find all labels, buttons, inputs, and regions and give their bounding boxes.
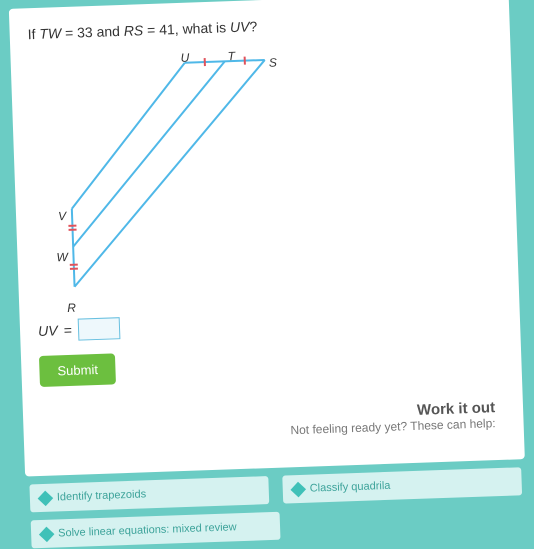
vertex-label-T: T [227,49,235,63]
submit-button[interactable]: Submit [39,353,117,387]
answer-eq: = [63,322,72,338]
q-target: UV [230,18,250,35]
q-rs-var: RS [123,22,143,39]
diamond-icon [38,490,54,506]
q-rs-val: 41 [159,21,175,38]
vertex-label-R: R [67,301,76,315]
q-suffix: , what is [174,19,230,37]
vertex-label-V: V [58,209,66,223]
help-chip-identify-trapezoids[interactable]: Identify trapezoids [29,476,269,512]
answer-row: UV = [38,304,502,342]
diamond-icon [290,481,306,497]
vertex-label-S: S [269,56,277,70]
help-chip-solve-linear[interactable]: Solve linear equations: mixed review [31,512,281,549]
q-tw-val: 33 [77,24,93,41]
diamond-icon [39,526,55,542]
answer-var: UV [38,322,58,339]
q-tw-var: TW [39,25,61,42]
vertex-label-W: W [56,250,68,264]
problem-card: If TW = 33 and RS = 41, what is UV? U T S V… [9,0,525,477]
answer-input[interactable] [77,317,120,340]
trapezoid-diagram: UTSVWR [52,40,321,309]
chip-label: Solve linear equations: mixed review [58,521,237,539]
help-chip-classify-quadrilaterals[interactable]: Classify quadrila [282,467,522,503]
chip-label: Identify trapezoids [57,488,147,503]
help-section: Work it out Not feeling ready yet? These… [41,399,506,446]
vertex-label-U: U [180,51,189,65]
q-prefix: If [27,26,39,42]
question-text: If TW = 33 and RS = 41, what is UV? [27,10,491,42]
chip-label: Classify quadrila [310,480,391,495]
q-qmark: ? [249,18,257,34]
